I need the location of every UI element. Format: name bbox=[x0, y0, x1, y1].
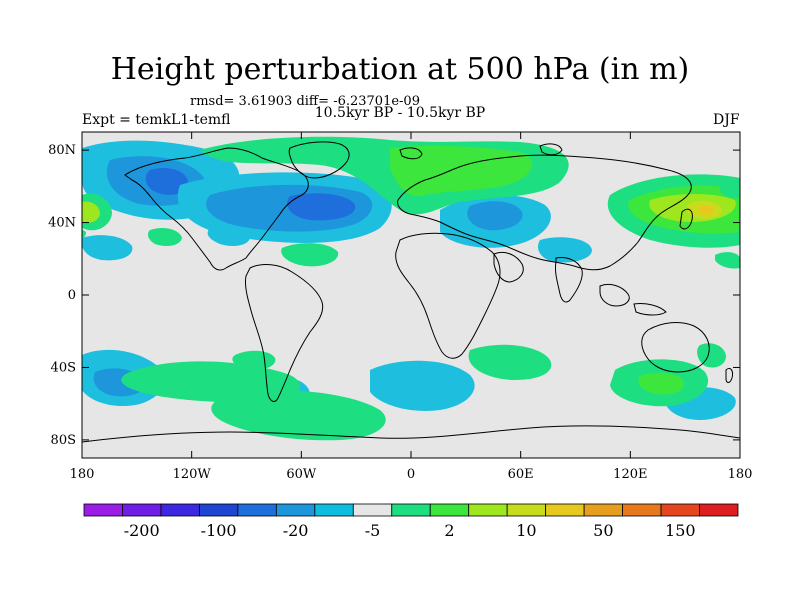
x-tick-label: 60E bbox=[508, 467, 534, 482]
colorbar-label: 2 bbox=[444, 521, 454, 540]
colorbar-label: 150 bbox=[665, 521, 696, 540]
y-tick-label: 0 bbox=[68, 288, 76, 303]
x-tick-label: 180 bbox=[70, 467, 95, 482]
coastlines bbox=[82, 141, 740, 443]
x-tick-label: 0 bbox=[407, 467, 415, 482]
colorbar-swatch bbox=[506, 503, 547, 517]
colorbar-swatch bbox=[275, 503, 316, 517]
x-tick-label: 180 bbox=[728, 467, 753, 482]
colorbar-swatch bbox=[468, 503, 508, 517]
x-tick-label: 120E bbox=[613, 467, 647, 482]
colorbar: -200 -100 -20 -5 2 10 50 150 bbox=[83, 503, 739, 540]
colorbar-label: 50 bbox=[593, 521, 613, 540]
y-tick-label: 40N bbox=[48, 216, 76, 231]
colorbar-swatch bbox=[352, 503, 393, 517]
statistics-text: rmsd= 3.61903 diff= -6.23701e-09 bbox=[190, 94, 420, 109]
colorbar-swatch bbox=[160, 503, 200, 517]
colorbar-swatch bbox=[622, 503, 662, 517]
colorbar-swatch bbox=[699, 503, 739, 517]
colorbar-swatch bbox=[545, 503, 585, 517]
x-tick-label: 120W bbox=[173, 467, 212, 482]
colorbar-label: -200 bbox=[124, 521, 160, 540]
colorbar-label: -5 bbox=[365, 521, 381, 540]
colorbar-swatch bbox=[391, 503, 431, 517]
colorbar-swatch bbox=[199, 503, 239, 517]
colorbar-label: 10 bbox=[516, 521, 536, 540]
period-label: 10.5kyr BP - 10.5kyr BP bbox=[314, 105, 486, 121]
experiment-label: Expt = temkL1-temfl bbox=[82, 112, 231, 128]
colorbar-label: -20 bbox=[283, 521, 309, 540]
colorbar-swatch bbox=[83, 503, 123, 517]
y-tick-label: 40S bbox=[51, 360, 76, 375]
anomaly-field bbox=[82, 136, 740, 443]
colorbar-label: -100 bbox=[201, 521, 237, 540]
map-title: Height perturbation at 500 hPa (in m) bbox=[110, 52, 690, 87]
colorbar-swatch bbox=[122, 503, 162, 517]
latitude-axis: 80N 40N 0 40S 80S bbox=[48, 143, 740, 448]
colorbar-swatch bbox=[583, 503, 623, 517]
y-tick-label: 80S bbox=[51, 433, 76, 448]
longitude-axis: 180 120W 60W 0 60E 120E 180 bbox=[70, 132, 753, 482]
colorbar-swatch bbox=[237, 503, 277, 517]
y-tick-label: 80N bbox=[48, 143, 76, 158]
colorbar-swatch bbox=[429, 503, 470, 517]
colorbar-swatch bbox=[314, 503, 354, 517]
season-label: DJF bbox=[713, 112, 740, 128]
positive-anomalies bbox=[82, 136, 740, 441]
x-tick-label: 60W bbox=[286, 467, 317, 482]
colorbar-swatch bbox=[660, 503, 700, 517]
